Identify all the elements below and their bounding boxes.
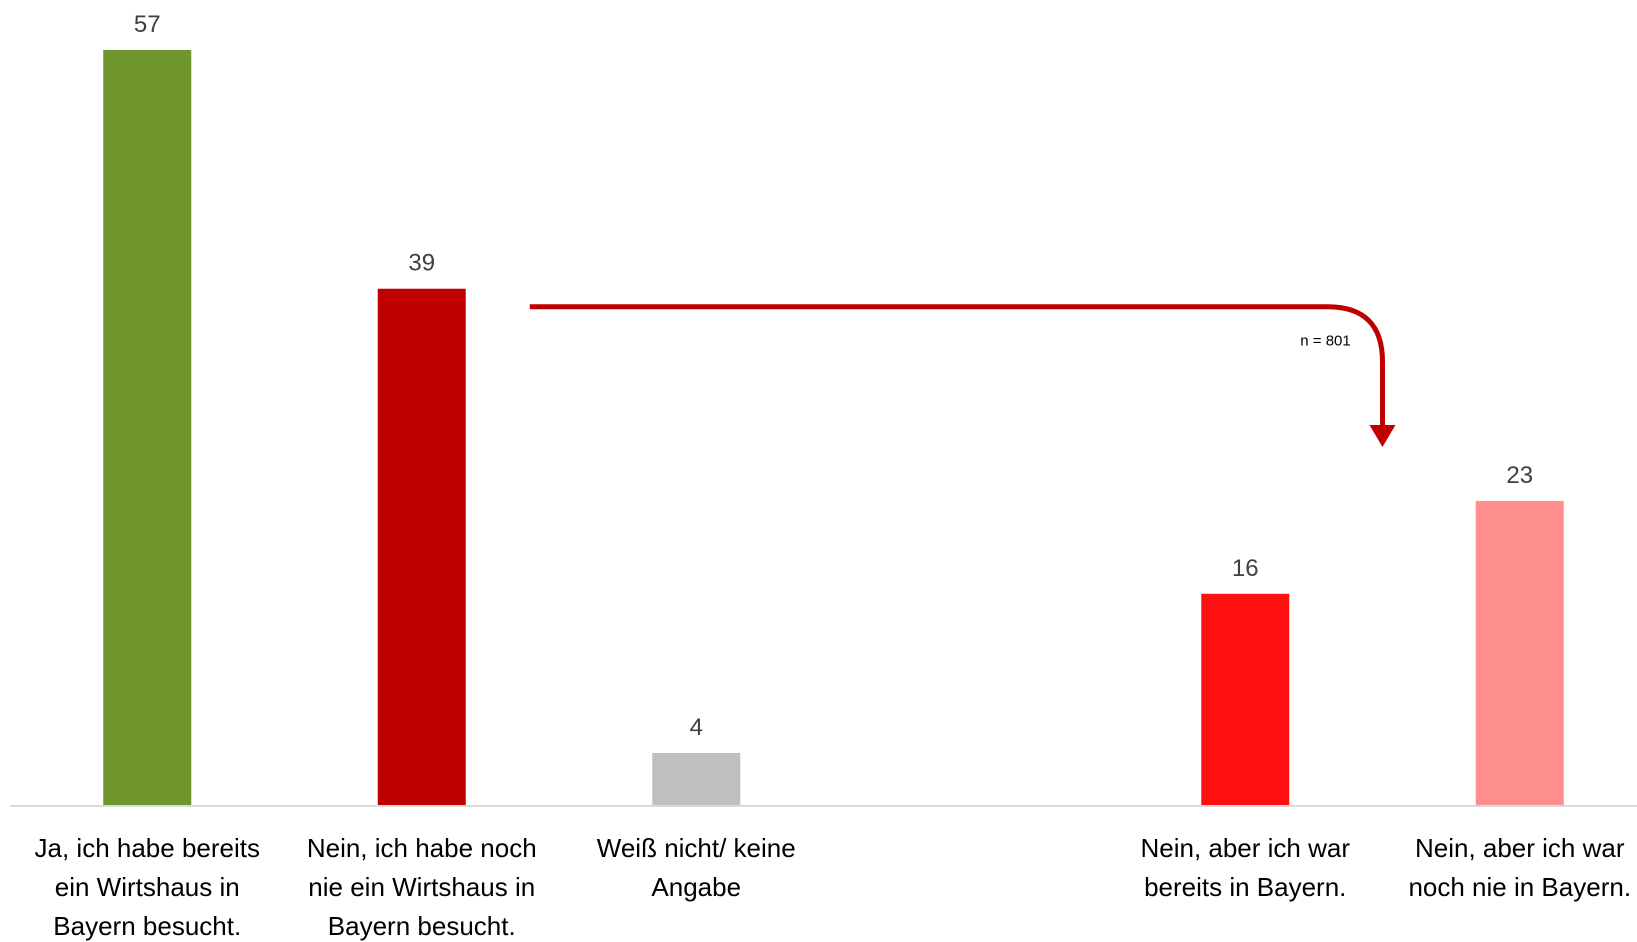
category-label-line: Bayern besucht.: [53, 911, 241, 941]
value-label-4: 16: [1232, 555, 1259, 582]
category-label-0: Ja, ich habe bereits ein Wirtshaus in Baye…: [35, 833, 260, 941]
category-label-1: Nein, ich habe noch nie ein Wirtshaus in B…: [307, 833, 537, 941]
category-label-line: bereits in Bayern.: [1144, 872, 1346, 902]
category-label-line: Nein, aber ich war: [1415, 833, 1625, 863]
bar-2: [652, 752, 741, 806]
category-label-line: Bayern besucht.: [328, 911, 516, 941]
category-label-2: Weiß nicht/ keine Angabe: [597, 833, 796, 902]
bar-4: [1201, 593, 1290, 806]
category-label-line: ein Wirtshaus in: [55, 872, 240, 902]
category-label-4: Nein, aber ich war bereits in Bayern.: [1140, 833, 1350, 902]
category-label-line: nie ein Wirtshaus in: [308, 872, 535, 902]
category-label-line: Weiß nicht/ keine: [597, 833, 796, 863]
bars-group: [103, 50, 1564, 807]
category-label-line: Nein, ich habe noch: [307, 833, 537, 863]
value-label-2: 4: [690, 714, 703, 741]
bar-1: [377, 288, 466, 807]
flow-arrow-head: [1369, 425, 1396, 447]
category-label-5: Nein, aber ich war noch nie in Bayern.: [1408, 833, 1631, 902]
category-label-line: Nein, aber ich war: [1140, 833, 1350, 863]
flow-arrow: [529, 304, 1385, 425]
sample-size-note: n = 801: [1300, 333, 1350, 350]
category-label-line: Angabe: [651, 872, 741, 902]
value-label-1: 39: [408, 250, 435, 277]
value-label-0: 57: [134, 11, 161, 38]
value-labels-group: 57 39 4 16 23: [134, 11, 1533, 741]
category-label-line: Ja, ich habe bereits: [35, 833, 260, 863]
category-label-line: noch nie in Bayern.: [1408, 872, 1631, 902]
category-labels-group: Ja, ich habe bereits ein Wirtshaus in Baye…: [35, 833, 1632, 941]
annotation-group: n = 801: [529, 304, 1396, 447]
value-label-5: 23: [1506, 462, 1533, 489]
bar-0: [103, 50, 192, 806]
bar-5: [1475, 500, 1564, 806]
